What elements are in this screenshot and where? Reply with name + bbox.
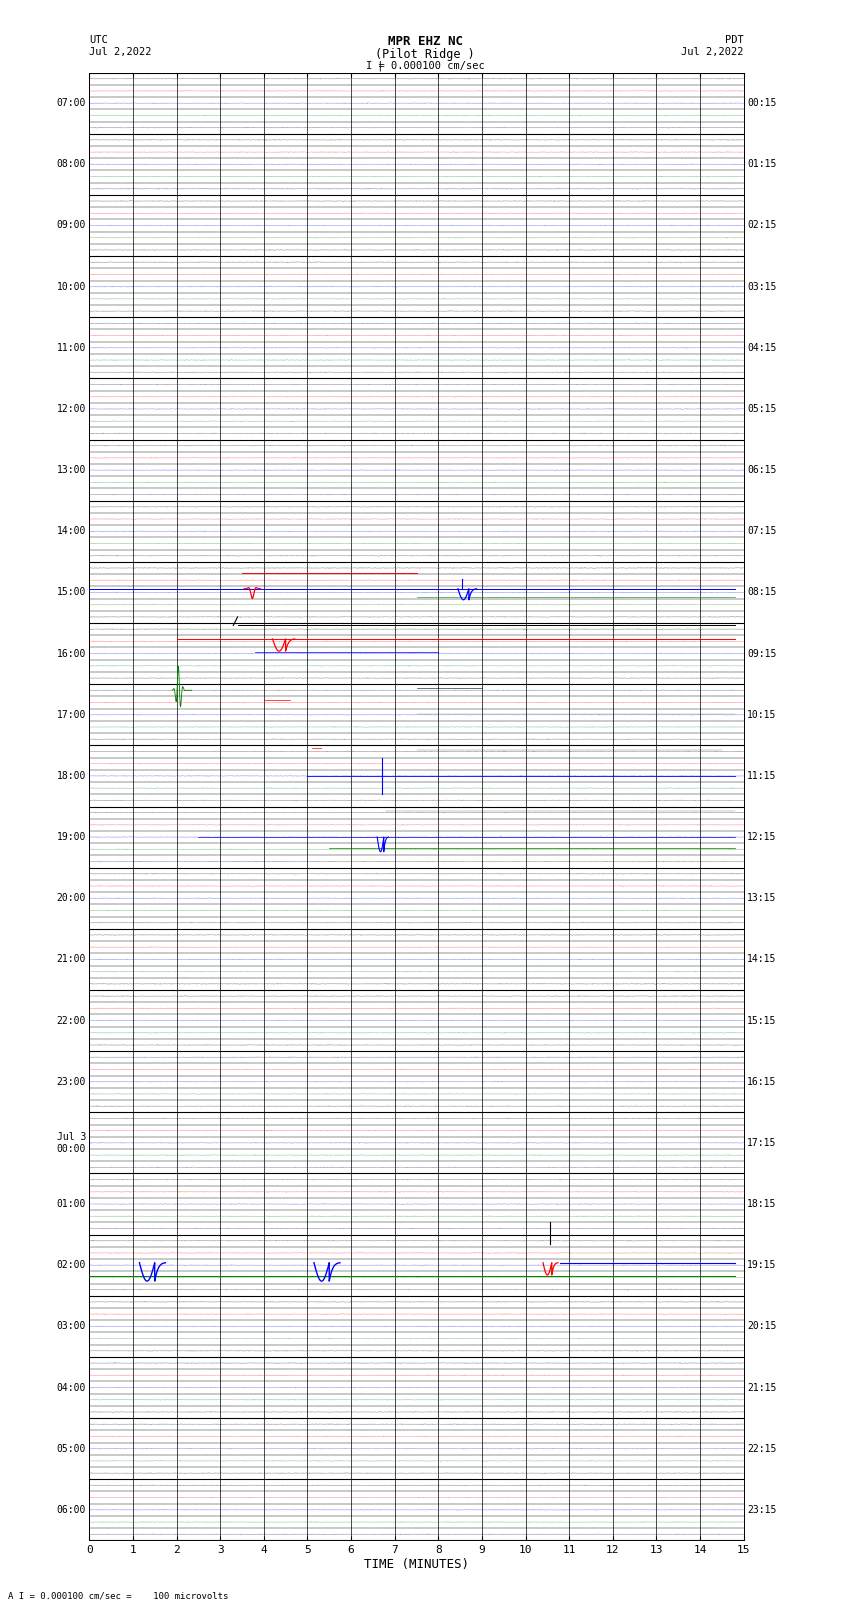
Text: 18:15: 18:15 <box>747 1198 776 1210</box>
Text: MPR EHZ NC: MPR EHZ NC <box>388 35 462 48</box>
Text: Jul 2,2022: Jul 2,2022 <box>89 47 152 56</box>
Text: I = 0.000100 cm/sec: I = 0.000100 cm/sec <box>366 61 484 71</box>
Text: 02:15: 02:15 <box>747 221 776 231</box>
Text: Jul 2,2022: Jul 2,2022 <box>681 47 744 56</box>
Text: 18:00: 18:00 <box>57 771 86 781</box>
Text: 06:00: 06:00 <box>57 1505 86 1515</box>
Text: 01:00: 01:00 <box>57 1198 86 1210</box>
Text: 17:15: 17:15 <box>747 1137 776 1148</box>
Text: 08:15: 08:15 <box>747 587 776 597</box>
Text: 22:15: 22:15 <box>747 1444 776 1453</box>
Text: 11:00: 11:00 <box>57 344 86 353</box>
Text: 23:15: 23:15 <box>747 1505 776 1515</box>
Text: 23:00: 23:00 <box>57 1077 86 1087</box>
Text: 11:15: 11:15 <box>747 771 776 781</box>
Text: 01:15: 01:15 <box>747 160 776 169</box>
X-axis label: TIME (MINUTES): TIME (MINUTES) <box>364 1558 469 1571</box>
Text: 14:15: 14:15 <box>747 955 776 965</box>
Text: 04:00: 04:00 <box>57 1382 86 1392</box>
Text: 17:00: 17:00 <box>57 710 86 719</box>
Text: 19:15: 19:15 <box>747 1260 776 1269</box>
Text: 16:00: 16:00 <box>57 648 86 658</box>
Text: 03:00: 03:00 <box>57 1321 86 1331</box>
Text: 07:00: 07:00 <box>57 98 86 108</box>
Text: 13:15: 13:15 <box>747 894 776 903</box>
Text: 10:15: 10:15 <box>747 710 776 719</box>
Text: 16:15: 16:15 <box>747 1077 776 1087</box>
Text: 21:15: 21:15 <box>747 1382 776 1392</box>
Text: 21:00: 21:00 <box>57 955 86 965</box>
Text: 12:00: 12:00 <box>57 403 86 415</box>
Text: 12:15: 12:15 <box>747 832 776 842</box>
Text: 13:00: 13:00 <box>57 465 86 476</box>
Text: 05:15: 05:15 <box>747 403 776 415</box>
Text: 04:15: 04:15 <box>747 344 776 353</box>
Text: 20:15: 20:15 <box>747 1321 776 1331</box>
Text: 10:00: 10:00 <box>57 282 86 292</box>
Text: 02:00: 02:00 <box>57 1260 86 1269</box>
Text: A I = 0.000100 cm/sec =    100 microvolts: A I = 0.000100 cm/sec = 100 microvolts <box>8 1590 229 1600</box>
Text: 03:15: 03:15 <box>747 282 776 292</box>
Text: 20:00: 20:00 <box>57 894 86 903</box>
Text: 19:00: 19:00 <box>57 832 86 842</box>
Text: 07:15: 07:15 <box>747 526 776 536</box>
Text: 14:00: 14:00 <box>57 526 86 536</box>
Text: Jul 3
00:00: Jul 3 00:00 <box>57 1132 86 1153</box>
Text: 15:00: 15:00 <box>57 587 86 597</box>
Text: 22:00: 22:00 <box>57 1016 86 1026</box>
Text: 05:00: 05:00 <box>57 1444 86 1453</box>
Text: 09:00: 09:00 <box>57 221 86 231</box>
Text: PDT: PDT <box>725 35 744 45</box>
Text: UTC: UTC <box>89 35 108 45</box>
Text: |: | <box>376 60 382 71</box>
Text: 00:15: 00:15 <box>747 98 776 108</box>
Text: 08:00: 08:00 <box>57 160 86 169</box>
Text: 06:15: 06:15 <box>747 465 776 476</box>
Text: 15:15: 15:15 <box>747 1016 776 1026</box>
Text: 09:15: 09:15 <box>747 648 776 658</box>
Text: (Pilot Ridge ): (Pilot Ridge ) <box>375 48 475 61</box>
